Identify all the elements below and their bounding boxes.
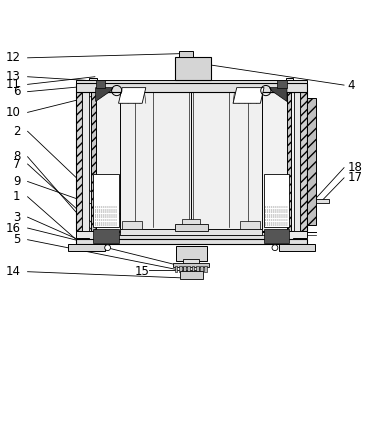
Bar (173, 263, 209, 267)
Text: 4: 4 (348, 78, 355, 92)
Text: 10: 10 (6, 106, 20, 119)
Bar (175, 57, 211, 80)
Bar (178, 51, 193, 57)
Bar (82, 83, 300, 93)
Bar (82, 231, 300, 240)
Text: 17: 17 (348, 171, 363, 184)
Bar (93, 229, 118, 243)
Bar (240, 221, 261, 229)
Text: 11: 11 (5, 78, 20, 91)
Text: 13: 13 (6, 70, 20, 83)
Bar (82, 93, 89, 231)
Bar (277, 80, 287, 88)
Polygon shape (96, 88, 113, 101)
Bar (183, 259, 199, 270)
Bar (200, 265, 203, 272)
Polygon shape (269, 88, 287, 101)
Polygon shape (286, 231, 307, 241)
Polygon shape (75, 231, 97, 241)
Text: 1: 1 (13, 190, 20, 203)
Bar (287, 87, 291, 231)
Text: 8: 8 (13, 150, 20, 163)
Bar (120, 89, 262, 229)
Bar (279, 244, 315, 251)
Text: 9: 9 (13, 175, 20, 188)
Text: 18: 18 (348, 161, 362, 174)
Bar (300, 93, 307, 231)
Bar (75, 93, 82, 231)
Bar (187, 265, 190, 272)
Bar (182, 218, 200, 224)
Bar (120, 229, 262, 235)
Bar (174, 265, 177, 272)
Bar (75, 83, 307, 93)
Text: 15: 15 (135, 265, 150, 278)
Text: 12: 12 (5, 51, 20, 64)
Bar (75, 239, 307, 244)
Text: 6: 6 (13, 85, 20, 98)
Bar (264, 174, 290, 227)
Bar (196, 265, 199, 272)
Text: 14: 14 (5, 265, 20, 278)
Bar (183, 265, 186, 272)
Bar (175, 224, 208, 231)
Bar (68, 244, 105, 251)
Text: 5: 5 (13, 233, 20, 246)
Bar (294, 93, 300, 231)
Bar (179, 265, 182, 272)
Circle shape (105, 245, 110, 251)
Bar (176, 246, 207, 261)
Circle shape (272, 245, 278, 251)
Text: 7: 7 (13, 158, 20, 171)
Text: 3: 3 (13, 210, 20, 224)
Polygon shape (233, 88, 264, 103)
Polygon shape (286, 78, 307, 93)
Bar (180, 271, 203, 279)
Text: 2: 2 (13, 125, 20, 138)
Bar (307, 98, 316, 225)
Bar (192, 265, 195, 272)
Bar (91, 87, 96, 231)
Bar (75, 80, 307, 83)
Polygon shape (75, 78, 97, 93)
Text: 16: 16 (5, 222, 20, 234)
Bar (82, 83, 300, 240)
Bar (93, 174, 118, 227)
Bar (122, 221, 142, 229)
Bar (316, 199, 329, 203)
Bar (204, 265, 207, 272)
Polygon shape (118, 88, 146, 103)
Bar (264, 229, 290, 243)
Bar (96, 80, 105, 88)
